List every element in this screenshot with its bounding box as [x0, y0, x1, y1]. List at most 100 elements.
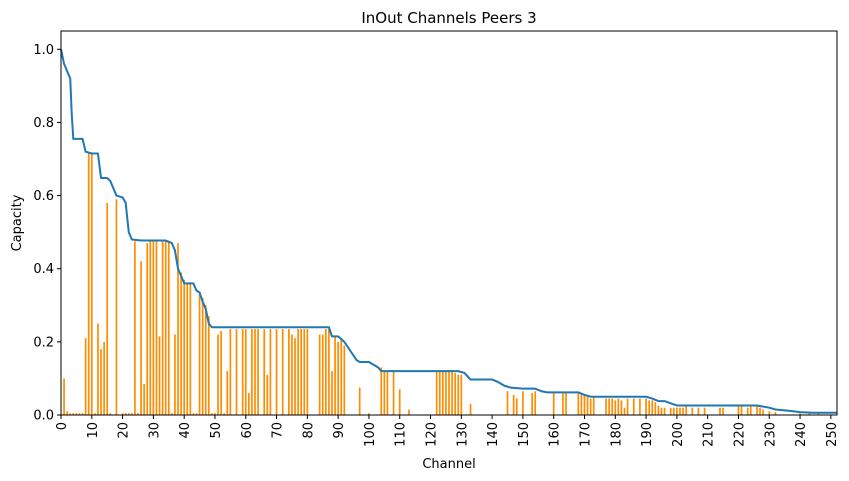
bar-118: [617, 398, 620, 415]
bar-32: [167, 241, 170, 415]
bar-4: [75, 413, 78, 415]
bar-139: [703, 407, 706, 415]
bar-61: [266, 374, 269, 415]
bar-126: [651, 400, 654, 415]
bar-102: [522, 391, 524, 415]
bar-149: [768, 411, 771, 415]
bar-127: [654, 402, 657, 415]
bar-10: [94, 413, 96, 415]
bar-66: [291, 334, 293, 415]
bar-75: [328, 329, 330, 415]
bar-100: [512, 394, 515, 415]
bar-26: [149, 241, 152, 415]
bars-layer: [63, 153, 820, 415]
bar-67: [294, 338, 296, 415]
x-tick-label-230: 230: [763, 422, 778, 447]
x-axis: 0 10 20 30 40 50 60 70 80 90 100 110 120 130 140 150 160…: [55, 415, 840, 447]
bar-12: [100, 349, 102, 415]
bar-33: [171, 413, 173, 415]
y-tick-label-4: 0.8: [33, 116, 54, 131]
x-tick-label-100: 100: [363, 422, 378, 447]
bar-112: [589, 398, 592, 415]
bar-49: [220, 330, 222, 415]
bar-70: [303, 329, 306, 415]
line-layer: [60, 49, 837, 414]
bar-106: [562, 393, 564, 415]
bar-76: [331, 371, 333, 415]
bar-119: [620, 400, 623, 415]
x-tick-label-180: 180: [609, 422, 624, 447]
bar-8: [87, 153, 90, 415]
bar-0: [63, 378, 65, 415]
bar-20: [130, 413, 133, 415]
bar-120: [623, 407, 626, 415]
bar-74: [324, 329, 327, 415]
bar-130: [663, 407, 666, 415]
bar-34: [174, 334, 176, 415]
bar-153: [817, 413, 820, 415]
bar-87: [398, 389, 401, 415]
bar-116: [611, 398, 614, 415]
bar-78: [337, 341, 339, 415]
bar-133: [676, 407, 678, 415]
bar-125: [648, 400, 650, 415]
bar-134: [679, 407, 681, 415]
bar-71: [306, 329, 309, 415]
bar-51: [226, 371, 229, 415]
x-tick-label-240: 240: [794, 422, 809, 447]
bar-2: [69, 413, 72, 415]
bar-151: [799, 413, 801, 415]
x-tick-label-120: 120: [425, 422, 440, 447]
bar-18: [124, 413, 127, 415]
x-tick-label-140: 140: [486, 422, 501, 447]
bar-7: [84, 338, 87, 415]
bar-86: [392, 371, 395, 415]
x-tick-label-200: 200: [671, 422, 686, 447]
bar-104: [534, 391, 537, 415]
x-axis-label: Channel: [422, 457, 475, 472]
bar-81: [358, 387, 361, 415]
bar-46: [211, 413, 213, 415]
bar-36: [180, 272, 182, 415]
bar-111: [586, 396, 589, 415]
bar-45: [207, 316, 210, 415]
x-tick-label-150: 150: [517, 422, 532, 447]
bar-54: [241, 329, 244, 415]
bar-147: [759, 407, 761, 415]
bar-103: [531, 393, 533, 415]
bar-128: [657, 405, 660, 415]
bar-31: [164, 241, 167, 415]
bar-92: [445, 371, 447, 415]
bar-50: [223, 413, 226, 415]
bar-27: [152, 241, 155, 415]
bar-131: [669, 407, 672, 415]
y-tick-label-1: 0.2: [33, 335, 54, 350]
bar-53: [235, 329, 238, 415]
bar-105: [552, 393, 555, 415]
y-tick-label-2: 0.4: [33, 262, 54, 277]
bar-79: [340, 338, 343, 415]
x-tick-label-20: 20: [117, 422, 132, 439]
x-tick-label-250: 250: [825, 422, 840, 447]
bar-113: [592, 396, 595, 415]
bar-39: [189, 283, 192, 415]
bar-146: [756, 405, 758, 415]
bar-72: [318, 334, 321, 415]
bar-23: [140, 261, 142, 415]
bar-135: [682, 407, 684, 415]
bar-68: [297, 329, 299, 415]
bar-121: [626, 398, 629, 415]
bar-124: [645, 398, 647, 415]
x-tick-label-90: 90: [332, 422, 347, 439]
bar-115: [608, 398, 610, 415]
bar-37: [183, 279, 186, 415]
bar-35: [177, 243, 179, 415]
bar-42: [198, 294, 201, 415]
capacity-line: [60, 49, 837, 414]
bar-64: [281, 329, 284, 415]
bar-77: [334, 336, 336, 415]
y-tick-label-3: 0.6: [33, 189, 54, 204]
bar-98: [469, 404, 472, 415]
y-tick-label-0: 0.0: [33, 409, 54, 424]
